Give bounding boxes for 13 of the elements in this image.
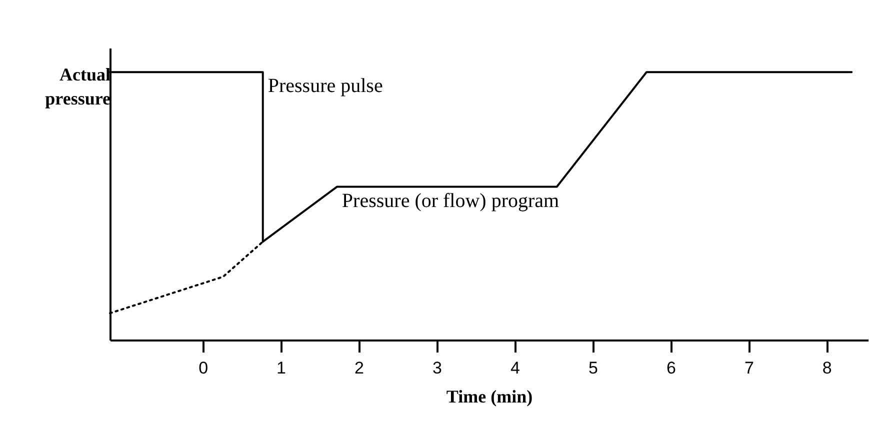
- x-axis-title: Time (min): [446, 386, 533, 406]
- x-tick-label: 8: [822, 358, 832, 378]
- x-tick-label: 6: [666, 358, 676, 378]
- x-tick-label: 1: [276, 358, 286, 378]
- x-tick-label: 5: [588, 358, 598, 378]
- series-label: Pressure pulse: [268, 75, 383, 98]
- x-tick-label: 3: [432, 358, 442, 378]
- x-tick-label: 2: [354, 358, 364, 378]
- x-tick-label: 4: [510, 358, 520, 378]
- x-tick-label: 7: [744, 358, 754, 378]
- y-axis-title: Actual pressure: [45, 64, 111, 108]
- x-tick-label: 0: [198, 358, 208, 378]
- series-label: Pressure (or flow) program: [342, 190, 560, 212]
